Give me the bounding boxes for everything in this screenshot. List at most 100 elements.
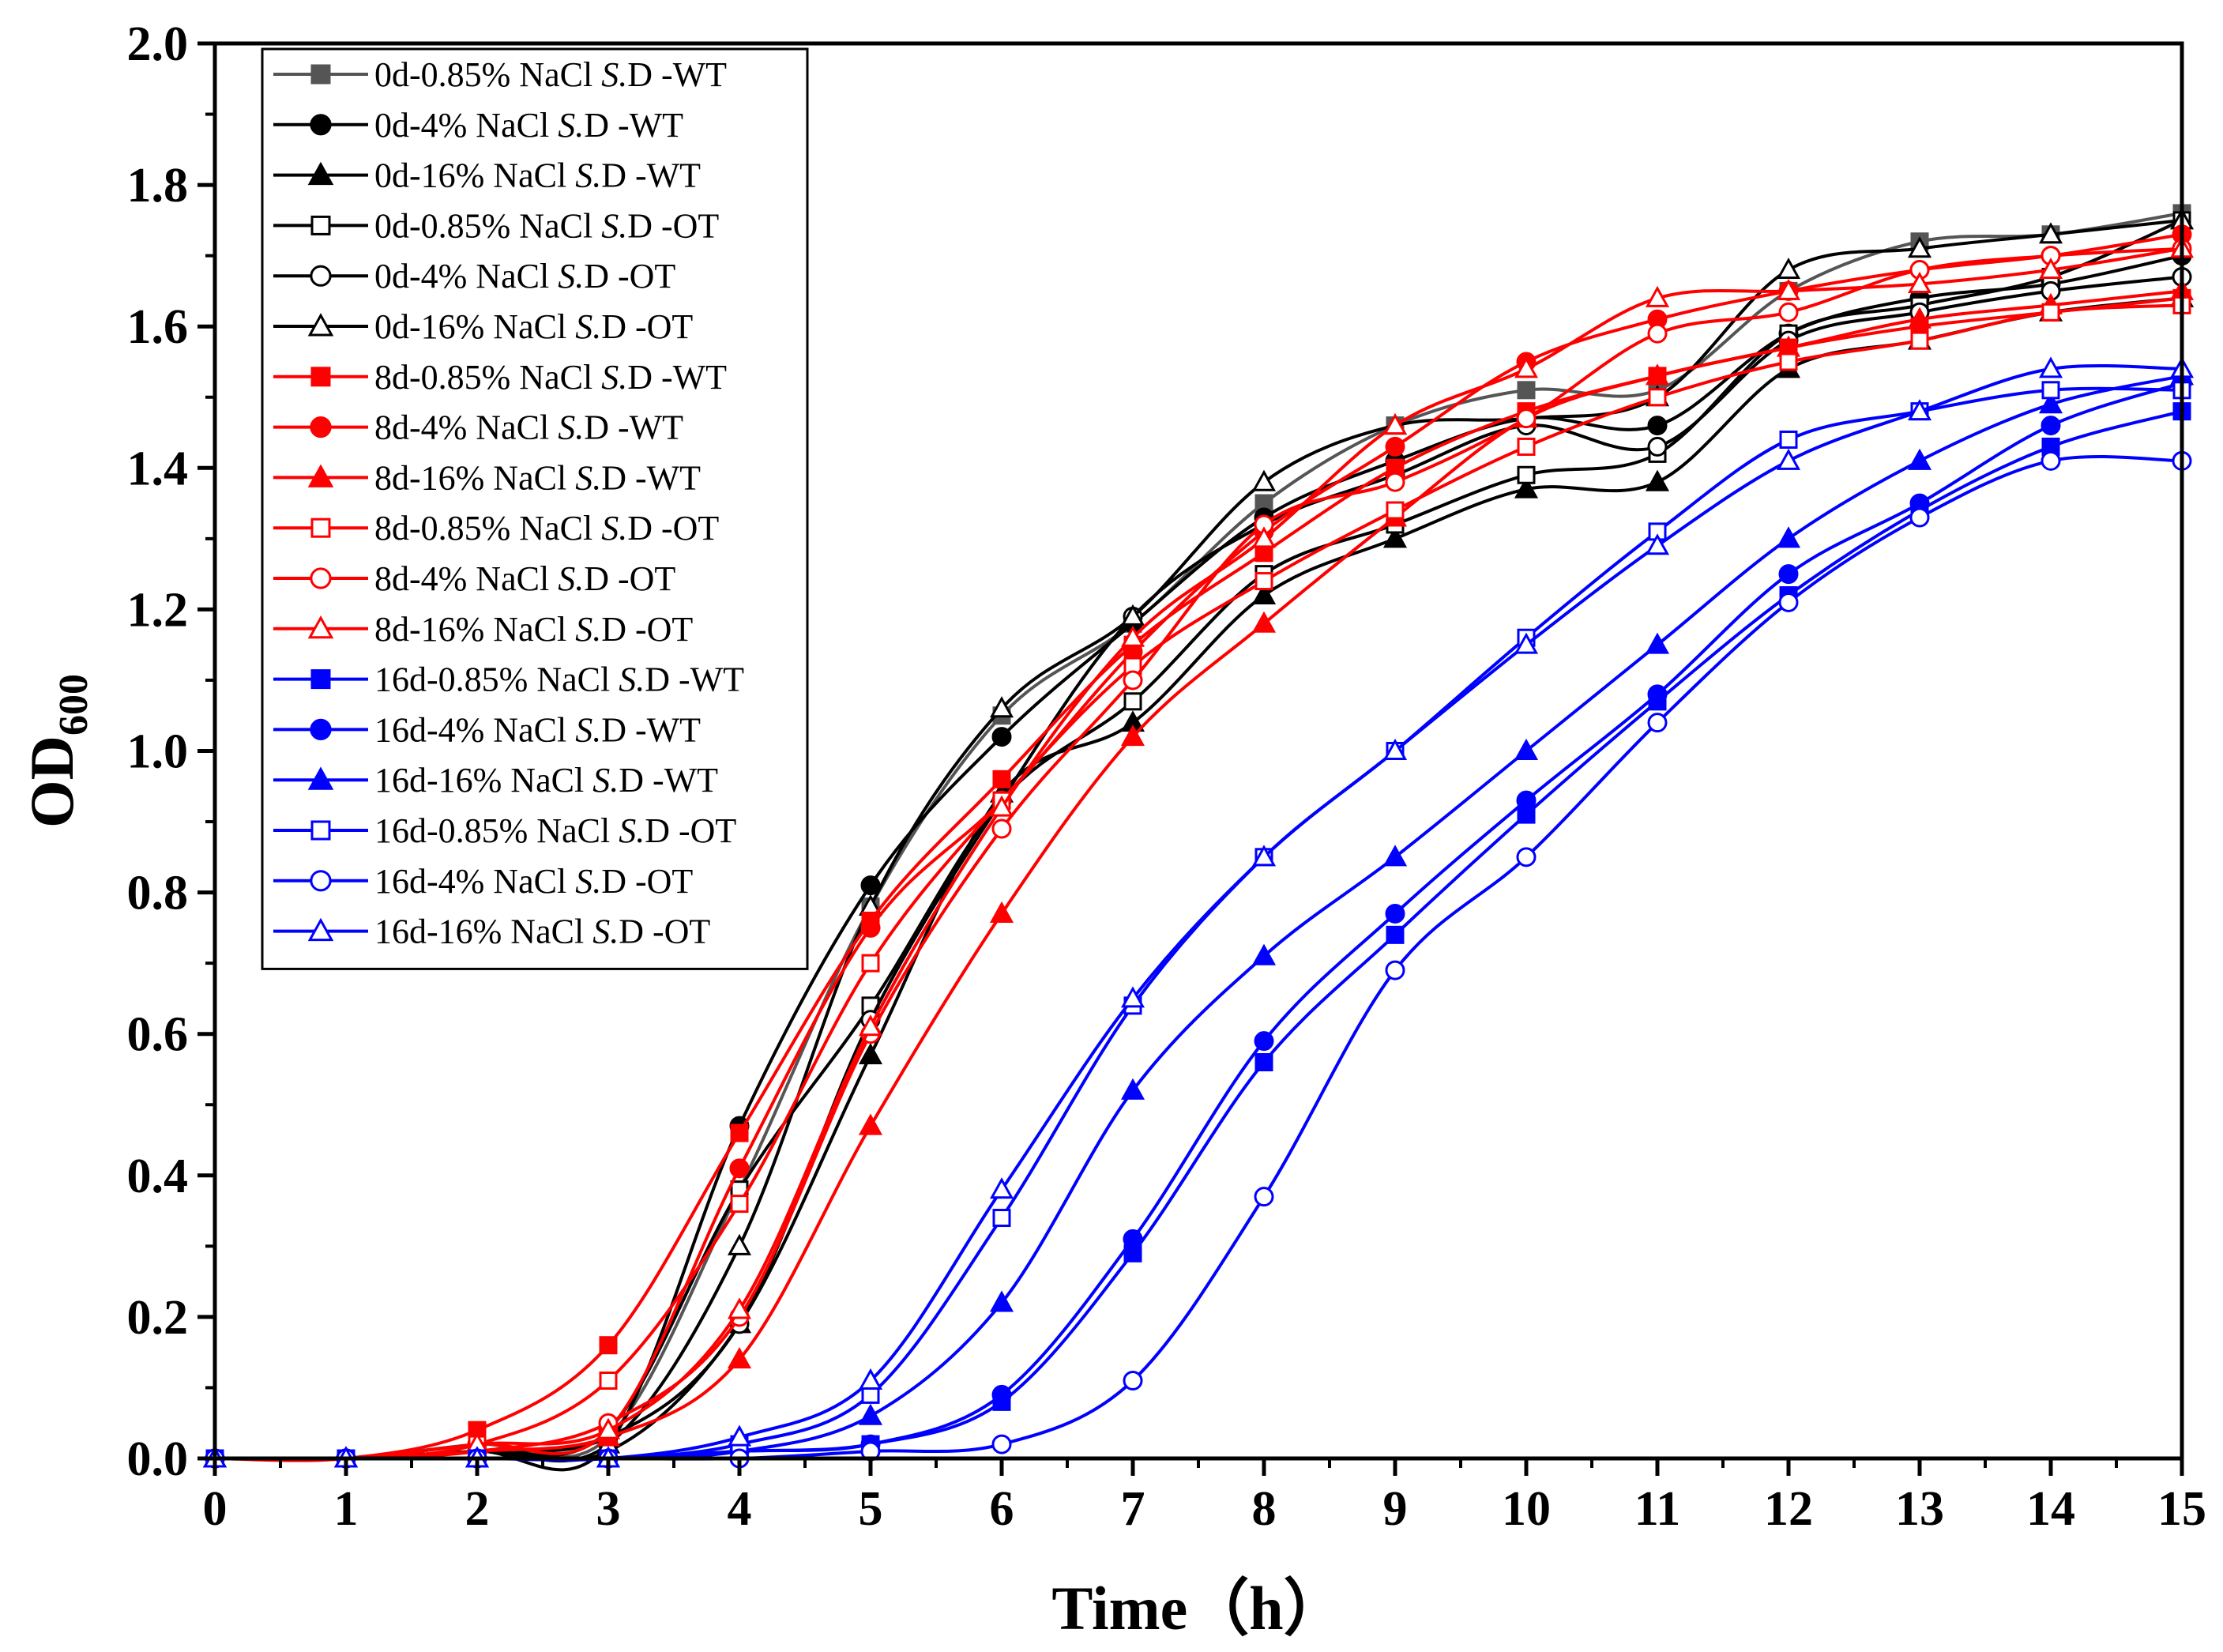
data-point (1385, 436, 1405, 457)
data-point (861, 954, 880, 973)
legend-label: 16d-0.85% NaCl S.D -OT (374, 811, 736, 850)
data-point (1645, 632, 1670, 654)
data-point (1907, 307, 1932, 329)
data-point (1254, 1053, 1273, 1072)
legend-label: 8d-0.85% NaCl S.D -WT (374, 358, 727, 397)
legend-marker-square (310, 669, 331, 690)
legend-label: 8d-0.85% NaCl S.D -OT (374, 509, 719, 548)
legend-marker-triangle (307, 766, 334, 790)
legend-marker-square (310, 820, 331, 841)
y-axis-title: OD600 (17, 674, 96, 828)
data-point (1385, 903, 1405, 924)
legend-entry: 0d-4% NaCl S.D -OT (273, 257, 675, 295)
data-point (1385, 472, 1405, 492)
data-point (1648, 388, 1667, 407)
legend-marker-circle (310, 114, 332, 136)
data-point (992, 770, 1011, 788)
legend-entry: 16d-0.85% NaCl S.D -WT (273, 660, 744, 699)
data-point (1909, 507, 1930, 528)
legend-entry: 8d-0.85% NaCl S.D -WT (273, 358, 727, 397)
legend-label: 0d-0.85% NaCl S.D -OT (374, 206, 719, 245)
data-point (2041, 381, 2060, 400)
data-point (1517, 465, 1536, 484)
data-point (1776, 526, 1801, 548)
data-point (1907, 399, 1932, 421)
data-point (1251, 582, 1277, 604)
data-point (727, 1233, 752, 1255)
x-tick-label: 0 (203, 1482, 228, 1536)
legend-entry: 16d-16% NaCl S.D -OT (273, 913, 710, 951)
x-tick-label: 5 (859, 1482, 883, 1536)
data-point (2041, 416, 2061, 436)
x-tick-label: 11 (1634, 1482, 1681, 1536)
data-point (596, 1417, 621, 1439)
data-point (1120, 604, 1145, 626)
data-point (1776, 257, 1801, 280)
data-point (1647, 416, 1668, 436)
y-tick-label: 1.2 (127, 583, 189, 637)
data-point (1517, 437, 1536, 456)
legend-label: 0d-16% NaCl S.D -WT (374, 156, 701, 195)
data-point (1251, 611, 1277, 633)
legend-entry: 8d-4% NaCl S.D -WT (273, 408, 683, 447)
data-point (1254, 572, 1273, 591)
legend-entry: 8d-16% NaCl S.D -OT (273, 610, 693, 649)
data-point (1120, 625, 1145, 647)
data-point (1120, 724, 1145, 747)
data-point (1382, 738, 1408, 760)
data-point (989, 795, 1014, 817)
legend-entry: 0d-16% NaCl S.D -OT (273, 307, 693, 346)
data-point (1251, 526, 1277, 548)
x-tick-label: 13 (1895, 1482, 1944, 1536)
legend-marker-triangle (307, 917, 334, 942)
legend: 0d-0.85% NaCl S.D -WT 0d-4% NaCl S.D -WT 0… (261, 47, 809, 970)
data-point (1907, 236, 1932, 258)
data-point (989, 1290, 1014, 1312)
legend-entry: 8d-4% NaCl S.D -OT (273, 559, 675, 598)
data-point (989, 901, 1014, 923)
data-point (1778, 302, 1799, 322)
legend-label: 16d-4% NaCl S.D -WT (374, 710, 701, 749)
data-point (989, 696, 1014, 718)
data-point (1517, 381, 1536, 400)
legend-marker-circle (310, 416, 332, 438)
legend-entry: 8d-16% NaCl S.D -WT (273, 458, 701, 497)
x-tick-label: 10 (1502, 1482, 1551, 1536)
legend-label: 0d-0.85% NaCl S.D -WT (374, 55, 727, 94)
data-point (1120, 1078, 1145, 1100)
data-point (992, 1209, 1011, 1228)
data-point (729, 1158, 750, 1179)
x-tick-label: 6 (990, 1482, 1014, 1536)
data-point (1516, 408, 1537, 429)
data-point (1251, 469, 1277, 491)
x-tick-label: 14 (2026, 1482, 2075, 1536)
series-line (214, 246, 2183, 1461)
data-point (991, 1384, 1012, 1405)
axes-layer: 0 1 2 3 4 5 6 7 8 9 10 11 12 13 14 150.00.20.40.60.81.0… (17, 17, 2206, 1643)
x-tick-label: 15 (2157, 1482, 2206, 1536)
legend-marker-circle (310, 567, 332, 589)
legend-entry: 0d-16% NaCl S.D -WT (273, 156, 701, 195)
data-point (1514, 356, 1539, 378)
data-point (1776, 278, 1801, 300)
legend-label: 8d-16% NaCl S.D -OT (374, 610, 693, 649)
x-tick-label: 7 (1121, 1482, 1145, 1536)
data-point (1385, 960, 1405, 980)
data-point (860, 875, 881, 896)
data-point (2041, 303, 2060, 322)
legend-marker-square (310, 215, 331, 235)
legend-entry: 16d-4% NaCl S.D -OT (273, 862, 693, 901)
legend-marker-triangle (307, 464, 334, 487)
data-point (1645, 363, 1670, 386)
data-point (599, 1336, 618, 1355)
y-tick-label: 2.0 (127, 17, 189, 71)
y-tick-label: 1.4 (127, 442, 189, 495)
data-point (1251, 943, 1277, 965)
legend-marker-square (310, 64, 331, 85)
data-point (1647, 713, 1668, 733)
legend-label: 0d-4% NaCl S.D -WT (374, 106, 683, 145)
data-point (1645, 285, 1670, 307)
data-point (991, 818, 1012, 839)
data-point (1251, 845, 1277, 867)
data-point (1382, 845, 1408, 867)
